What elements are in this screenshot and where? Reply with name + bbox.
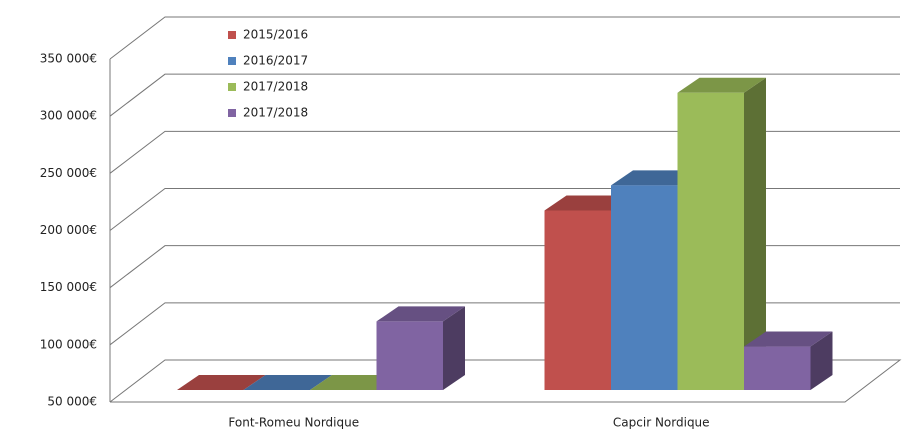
bar: [611, 185, 678, 390]
bar: [544, 210, 611, 390]
bar-side: [744, 77, 766, 390]
grid-line: [109, 73, 900, 117]
grid-line: [109, 245, 900, 289]
legend-swatch: [228, 109, 236, 117]
x-tick-label: Font-Romeu Nordique: [228, 416, 359, 430]
legend-label: 2017/2018: [243, 80, 308, 94]
bar-top: [544, 195, 633, 211]
y-tick-label: 150 000€: [40, 280, 97, 294]
y-tick-label: 350 000€: [40, 52, 97, 66]
grid-line: [109, 130, 900, 174]
bar-side: [810, 331, 833, 390]
y-tick-label: 300 000€: [40, 109, 97, 123]
grid-line: [109, 188, 900, 231]
bar: [677, 92, 744, 390]
legend-label: 2016/2017: [243, 54, 308, 68]
y-tick-label: 250 000€: [40, 166, 97, 180]
bar: [376, 321, 443, 390]
y-tick-label: 200 000€: [40, 223, 97, 237]
bar-top: [376, 306, 465, 322]
x-tick-label: Capcir Nordique: [613, 416, 710, 430]
bar-top: [243, 375, 332, 390]
bar: [744, 346, 811, 390]
bar-top: [310, 375, 399, 390]
legend-label: 2015/2016: [243, 28, 308, 42]
y-tick-label: 100 000€: [40, 337, 97, 351]
bar-side: [443, 306, 465, 390]
bar-top: [677, 77, 766, 93]
bar-top: [744, 331, 833, 347]
grid-line: [109, 16, 900, 60]
y-tick-label: 50 000€: [47, 395, 97, 409]
legend-swatch: [228, 57, 236, 65]
floor-line: [109, 359, 902, 403]
legend-swatch: [228, 31, 236, 39]
bar-top: [177, 375, 266, 390]
legend-label: 2017/2018: [243, 106, 308, 120]
legend-swatch: [228, 83, 236, 91]
bar-top: [611, 170, 700, 186]
